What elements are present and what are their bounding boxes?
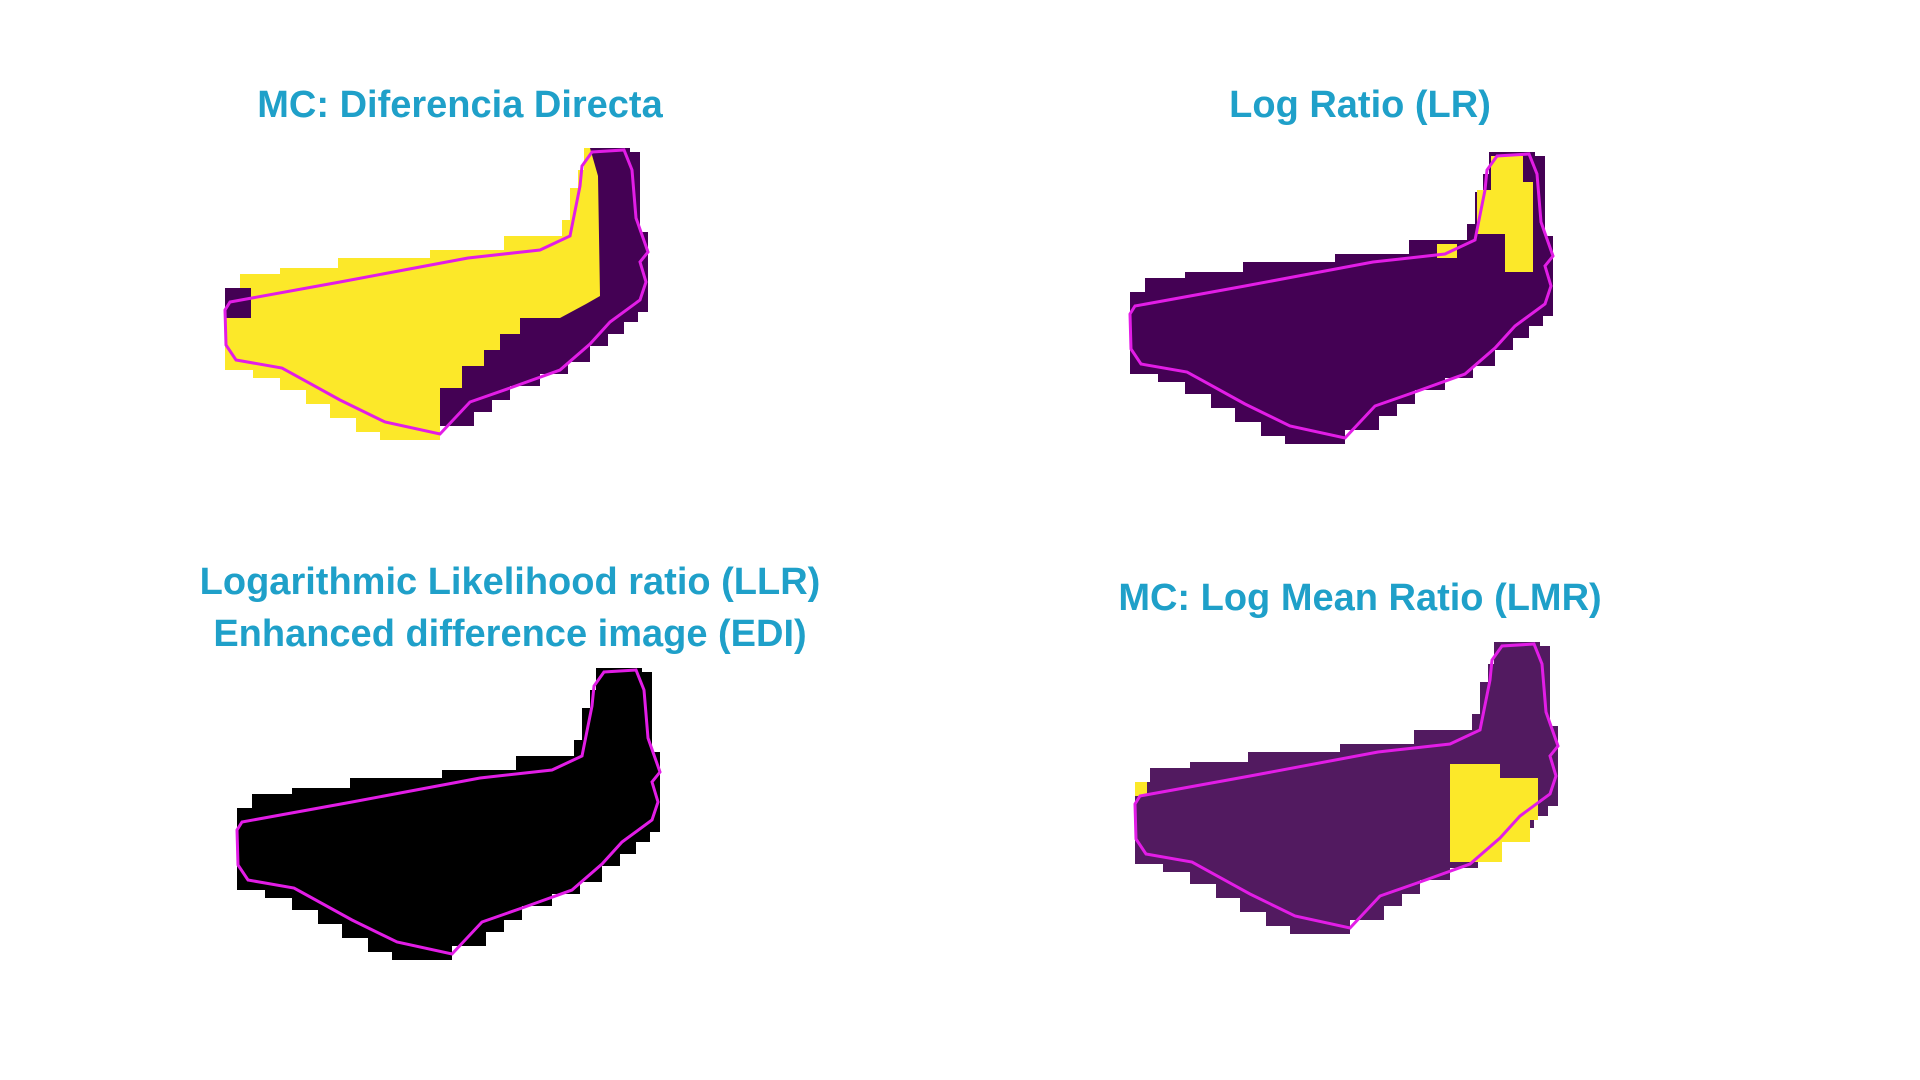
panel-title-log-ratio: Log Ratio (LR) — [1229, 84, 1491, 126]
change-region — [1450, 764, 1538, 862]
panel-title-llr-line: Logarithmic Likelihood ratio (LLR) — [199, 561, 821, 603]
panel-llr-edi — [235, 668, 662, 960]
change-region — [1477, 156, 1533, 272]
panel-title-direct-difference: MC: Diferencia Directa — [257, 84, 663, 126]
change-region — [440, 148, 648, 440]
panel-log-ratio — [1128, 152, 1555, 444]
panel-title-log-mean-ratio: MC: Log Mean Ratio (LMR) — [1118, 577, 1602, 619]
change-map-base — [225, 148, 648, 440]
change-map-base — [237, 668, 660, 960]
change-region — [1135, 782, 1147, 796]
panel-log-mean-ratio — [1133, 642, 1560, 934]
panel-title-edi-line: Enhanced difference image (EDI) — [213, 613, 807, 655]
panel-title-llr-edi: Logarithmic Likelihood ratio (LLR) Enhan… — [110, 556, 910, 660]
panel-direct-difference — [223, 148, 650, 440]
